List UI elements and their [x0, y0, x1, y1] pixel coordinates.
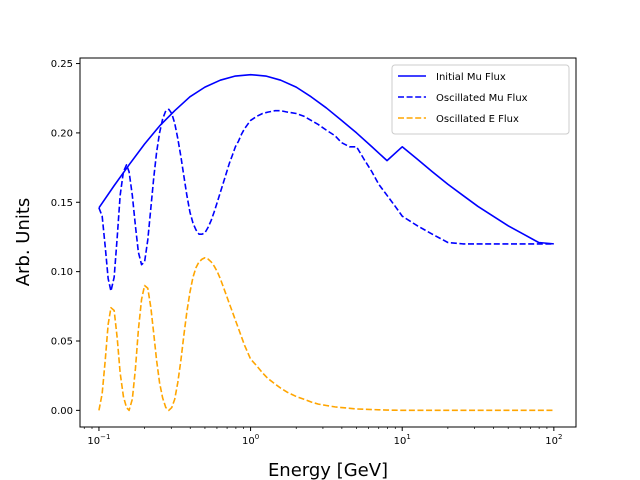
y-tick-label: 0.05: [51, 336, 73, 347]
axes-frame: [79, 57, 577, 428]
y-axis-ticks: 0.00 0.05 0.10 0.15 0.20 0.25: [51, 59, 80, 417]
plot-area: [79, 57, 577, 428]
legend-entry-label: Oscillated Mu Flux: [436, 93, 528, 104]
legend-entry-label: Initial Mu Flux: [436, 72, 506, 83]
y-tick-label: 0.00: [51, 406, 73, 417]
series-line-2: [98, 108, 554, 292]
x-tick-label: 10−1: [87, 433, 110, 447]
series-line-1: [98, 73, 554, 245]
y-tick-label: 0.15: [51, 198, 73, 209]
y-axis-label: Arb. Units: [13, 198, 34, 287]
legend: Initial Mu Flux Oscillated Mu Flux Oscilla…: [391, 64, 570, 135]
y-tick-label: 0.10: [51, 267, 73, 278]
legend-box: [391, 64, 570, 135]
y-tick-label: 0.20: [51, 128, 73, 139]
y-tick-label: 0.25: [51, 59, 73, 70]
x-tick-label: 101: [394, 433, 411, 447]
x-axis-label: Energy [GeV]: [268, 460, 388, 480]
series-layer: [98, 73, 554, 412]
series-line-3: [98, 256, 554, 412]
x-axis-ticks: 10−1 100 101 102: [83, 427, 562, 447]
legend-entry-label: Oscillated E Flux: [436, 114, 519, 125]
x-tick-label: 102: [545, 433, 562, 447]
x-tick-label: 100: [242, 433, 259, 447]
